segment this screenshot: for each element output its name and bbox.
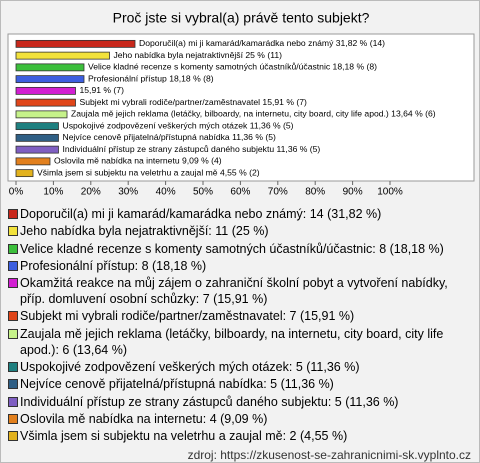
legend-label: Nejvíce cenově přijatelná/přístupná nabí… bbox=[20, 377, 334, 392]
x-tick-label: 40% bbox=[156, 187, 176, 198]
bar bbox=[15, 110, 68, 119]
legend-item: Oslovila mě nabídka na internetu: 4 (9,0… bbox=[7, 411, 469, 427]
legend: Doporučil(a) mi ji kamarád/kamarádka neb… bbox=[7, 206, 469, 446]
legend-item: Jeho nabídka byla nejatraktivnější: 11 (… bbox=[7, 223, 469, 239]
legend-label: Doporučil(a) mi ji kamarád/kamarádka neb… bbox=[20, 207, 382, 221]
legend-swatch bbox=[8, 431, 18, 442]
legend-swatch bbox=[8, 243, 18, 254]
x-tick-label: 20% bbox=[81, 187, 101, 198]
legend-item: Individuální přístup ze strany zástupců … bbox=[7, 394, 469, 410]
bar-label: Velice kladné recenze s komenty samotnýc… bbox=[88, 62, 377, 72]
legend-item: Okamžitá reakce na můj zájem o zahraničn… bbox=[7, 275, 469, 307]
x-tick-label: 80% bbox=[305, 187, 325, 198]
legend-swatch bbox=[8, 209, 18, 219]
legend-label: Profesionální přístup: 8 (18,18 %) bbox=[20, 258, 207, 273]
x-tick-label: 0% bbox=[9, 187, 24, 198]
bar-label: Jeho nabídka byla nejatraktivnější 25 % … bbox=[114, 50, 283, 60]
legend-label: Velice kladné recenze s komenty samotnýc… bbox=[20, 241, 444, 256]
legend-item: Doporučil(a) mi ji kamarád/kamarádka neb… bbox=[7, 206, 469, 222]
legend-item: Zaujala mě jejich reklama (letáčky, bilb… bbox=[7, 326, 469, 358]
bar-label: Oslovila mě nabídka na internetu 9,09 % … bbox=[54, 156, 222, 166]
legend-swatch bbox=[8, 328, 18, 339]
legend-label: Okamžitá reakce na můj zájem o zahraničn… bbox=[20, 276, 448, 307]
bar-label: Profesionální přístup 18,18 % (8) bbox=[88, 73, 214, 83]
legend-label: Všimla jsem si subjektu na veletrhu a za… bbox=[20, 429, 348, 444]
bar bbox=[15, 86, 76, 95]
bar-label: Individuální přístup ze strany zástupců … bbox=[62, 144, 320, 154]
legend-swatch bbox=[8, 311, 18, 322]
bar bbox=[15, 157, 51, 166]
bar-label: Zaujala mě jejich reklama (letáčky, bilb… bbox=[71, 109, 436, 119]
legend-label: Uspokojivé zodpovězení veškerých mých ot… bbox=[20, 360, 360, 375]
legend-swatch bbox=[8, 413, 18, 424]
legend-item: Nejvíce cenově přijatelná/přístupná nabí… bbox=[7, 376, 469, 392]
source: zdroj: https://zkusenost-se-zahranicnimi… bbox=[187, 448, 471, 462]
legend-swatch bbox=[8, 396, 18, 407]
legend-item: Velice kladné recenze s komenty samotnýc… bbox=[7, 241, 469, 257]
x-tick-label: 50% bbox=[193, 187, 213, 198]
x-tick-label: 90% bbox=[343, 187, 363, 198]
legend-swatch bbox=[8, 226, 18, 237]
legend-swatch bbox=[8, 278, 18, 289]
legend-label: Oslovila mě nabídka na internetu: 4 (9,0… bbox=[20, 411, 268, 426]
bar-label: 15,91 % (7) bbox=[80, 85, 125, 95]
bar-label: Doporučil(a) mi ji kamarád/kamarádka neb… bbox=[139, 38, 385, 48]
legend-swatch bbox=[8, 362, 18, 373]
bar bbox=[15, 75, 85, 84]
x-tick-label: 30% bbox=[118, 187, 138, 198]
bar-label: Nejvíce cenově přijatelná/přístupná nabí… bbox=[62, 132, 276, 142]
x-tick-label: 10% bbox=[43, 187, 63, 198]
legend-item: Všimla jsem si subjektu na veletrhu a za… bbox=[7, 428, 469, 444]
legend-label: Zaujala mě jejich reklama (letáčky, bilb… bbox=[20, 326, 444, 357]
x-tick-label: 60% bbox=[230, 187, 250, 198]
bar bbox=[15, 169, 34, 178]
x-tick-label: 100% bbox=[377, 187, 403, 198]
bar bbox=[15, 133, 59, 142]
legend-swatch bbox=[8, 260, 18, 271]
x-tick-label: 70% bbox=[268, 187, 288, 198]
chart-title: Proč jste si vybral(a) právě tento subje… bbox=[113, 10, 370, 26]
bar bbox=[15, 122, 59, 131]
legend-item: Uspokojivé zodpovězení veškerých mých ot… bbox=[7, 359, 469, 375]
legend-item: Subjekt mi vybrali rodiče/partner/zaměst… bbox=[7, 308, 469, 324]
bar bbox=[15, 145, 59, 154]
legend-label: Individuální přístup ze strany zástupců … bbox=[20, 394, 399, 409]
legend-label: Jeho nabídka byla nejatraktivnější: 11 (… bbox=[20, 224, 269, 239]
bar bbox=[15, 39, 136, 48]
bar-label: Uspokojivé zodpovězení veškerých mých ot… bbox=[62, 120, 293, 130]
bar bbox=[15, 98, 76, 107]
legend-item: Profesionální přístup: 8 (18,18 %) bbox=[7, 258, 469, 274]
legend-swatch bbox=[8, 379, 18, 390]
bar bbox=[15, 51, 110, 60]
bar-label: Všimla jsem si subjektu na veletrhu a za… bbox=[37, 167, 260, 177]
bar bbox=[15, 63, 85, 72]
legend-label: Subjekt mi vybrali rodiče/partner/zaměst… bbox=[20, 309, 355, 324]
bar-label: Subjekt mi vybrali rodiče/partner/zaměst… bbox=[80, 97, 307, 107]
